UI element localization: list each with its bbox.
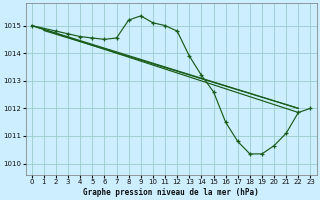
X-axis label: Graphe pression niveau de la mer (hPa): Graphe pression niveau de la mer (hPa) xyxy=(83,188,259,197)
